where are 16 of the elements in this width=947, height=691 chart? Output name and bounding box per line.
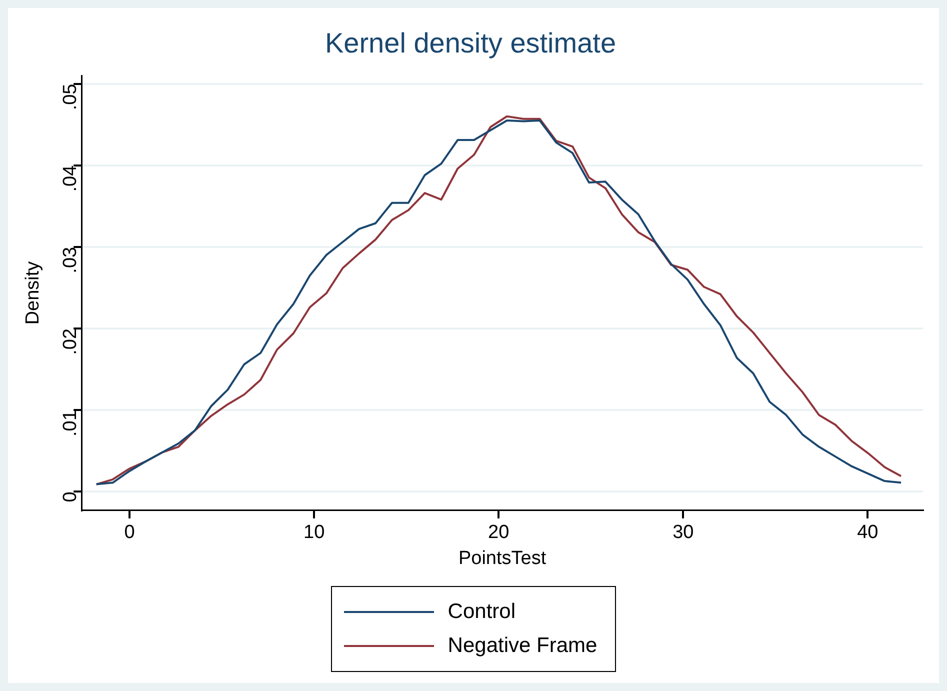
y-tick-label: .05 <box>60 84 81 110</box>
x-tick-label: 10 <box>304 522 325 544</box>
y-tick-label: .03 <box>60 246 81 274</box>
y-tick-label: .01 <box>60 410 81 436</box>
x-tick-label: 0 <box>124 522 135 544</box>
y-axis-title: Density <box>22 260 44 325</box>
x-tick-label: 40 <box>857 522 878 544</box>
y-tick-label: 0 <box>60 492 81 502</box>
legend-label: Control <box>448 600 516 624</box>
chart-title: Kernel density estimate <box>324 28 616 59</box>
y-tick-label: .02 <box>60 328 81 355</box>
x-axis-title: PointsTest <box>458 548 547 569</box>
x-tick-label: 30 <box>672 522 694 544</box>
y-tick-label: .04 <box>60 164 81 192</box>
x-tick-label: 20 <box>488 522 510 544</box>
legend-label: Negative Frame <box>448 634 598 658</box>
